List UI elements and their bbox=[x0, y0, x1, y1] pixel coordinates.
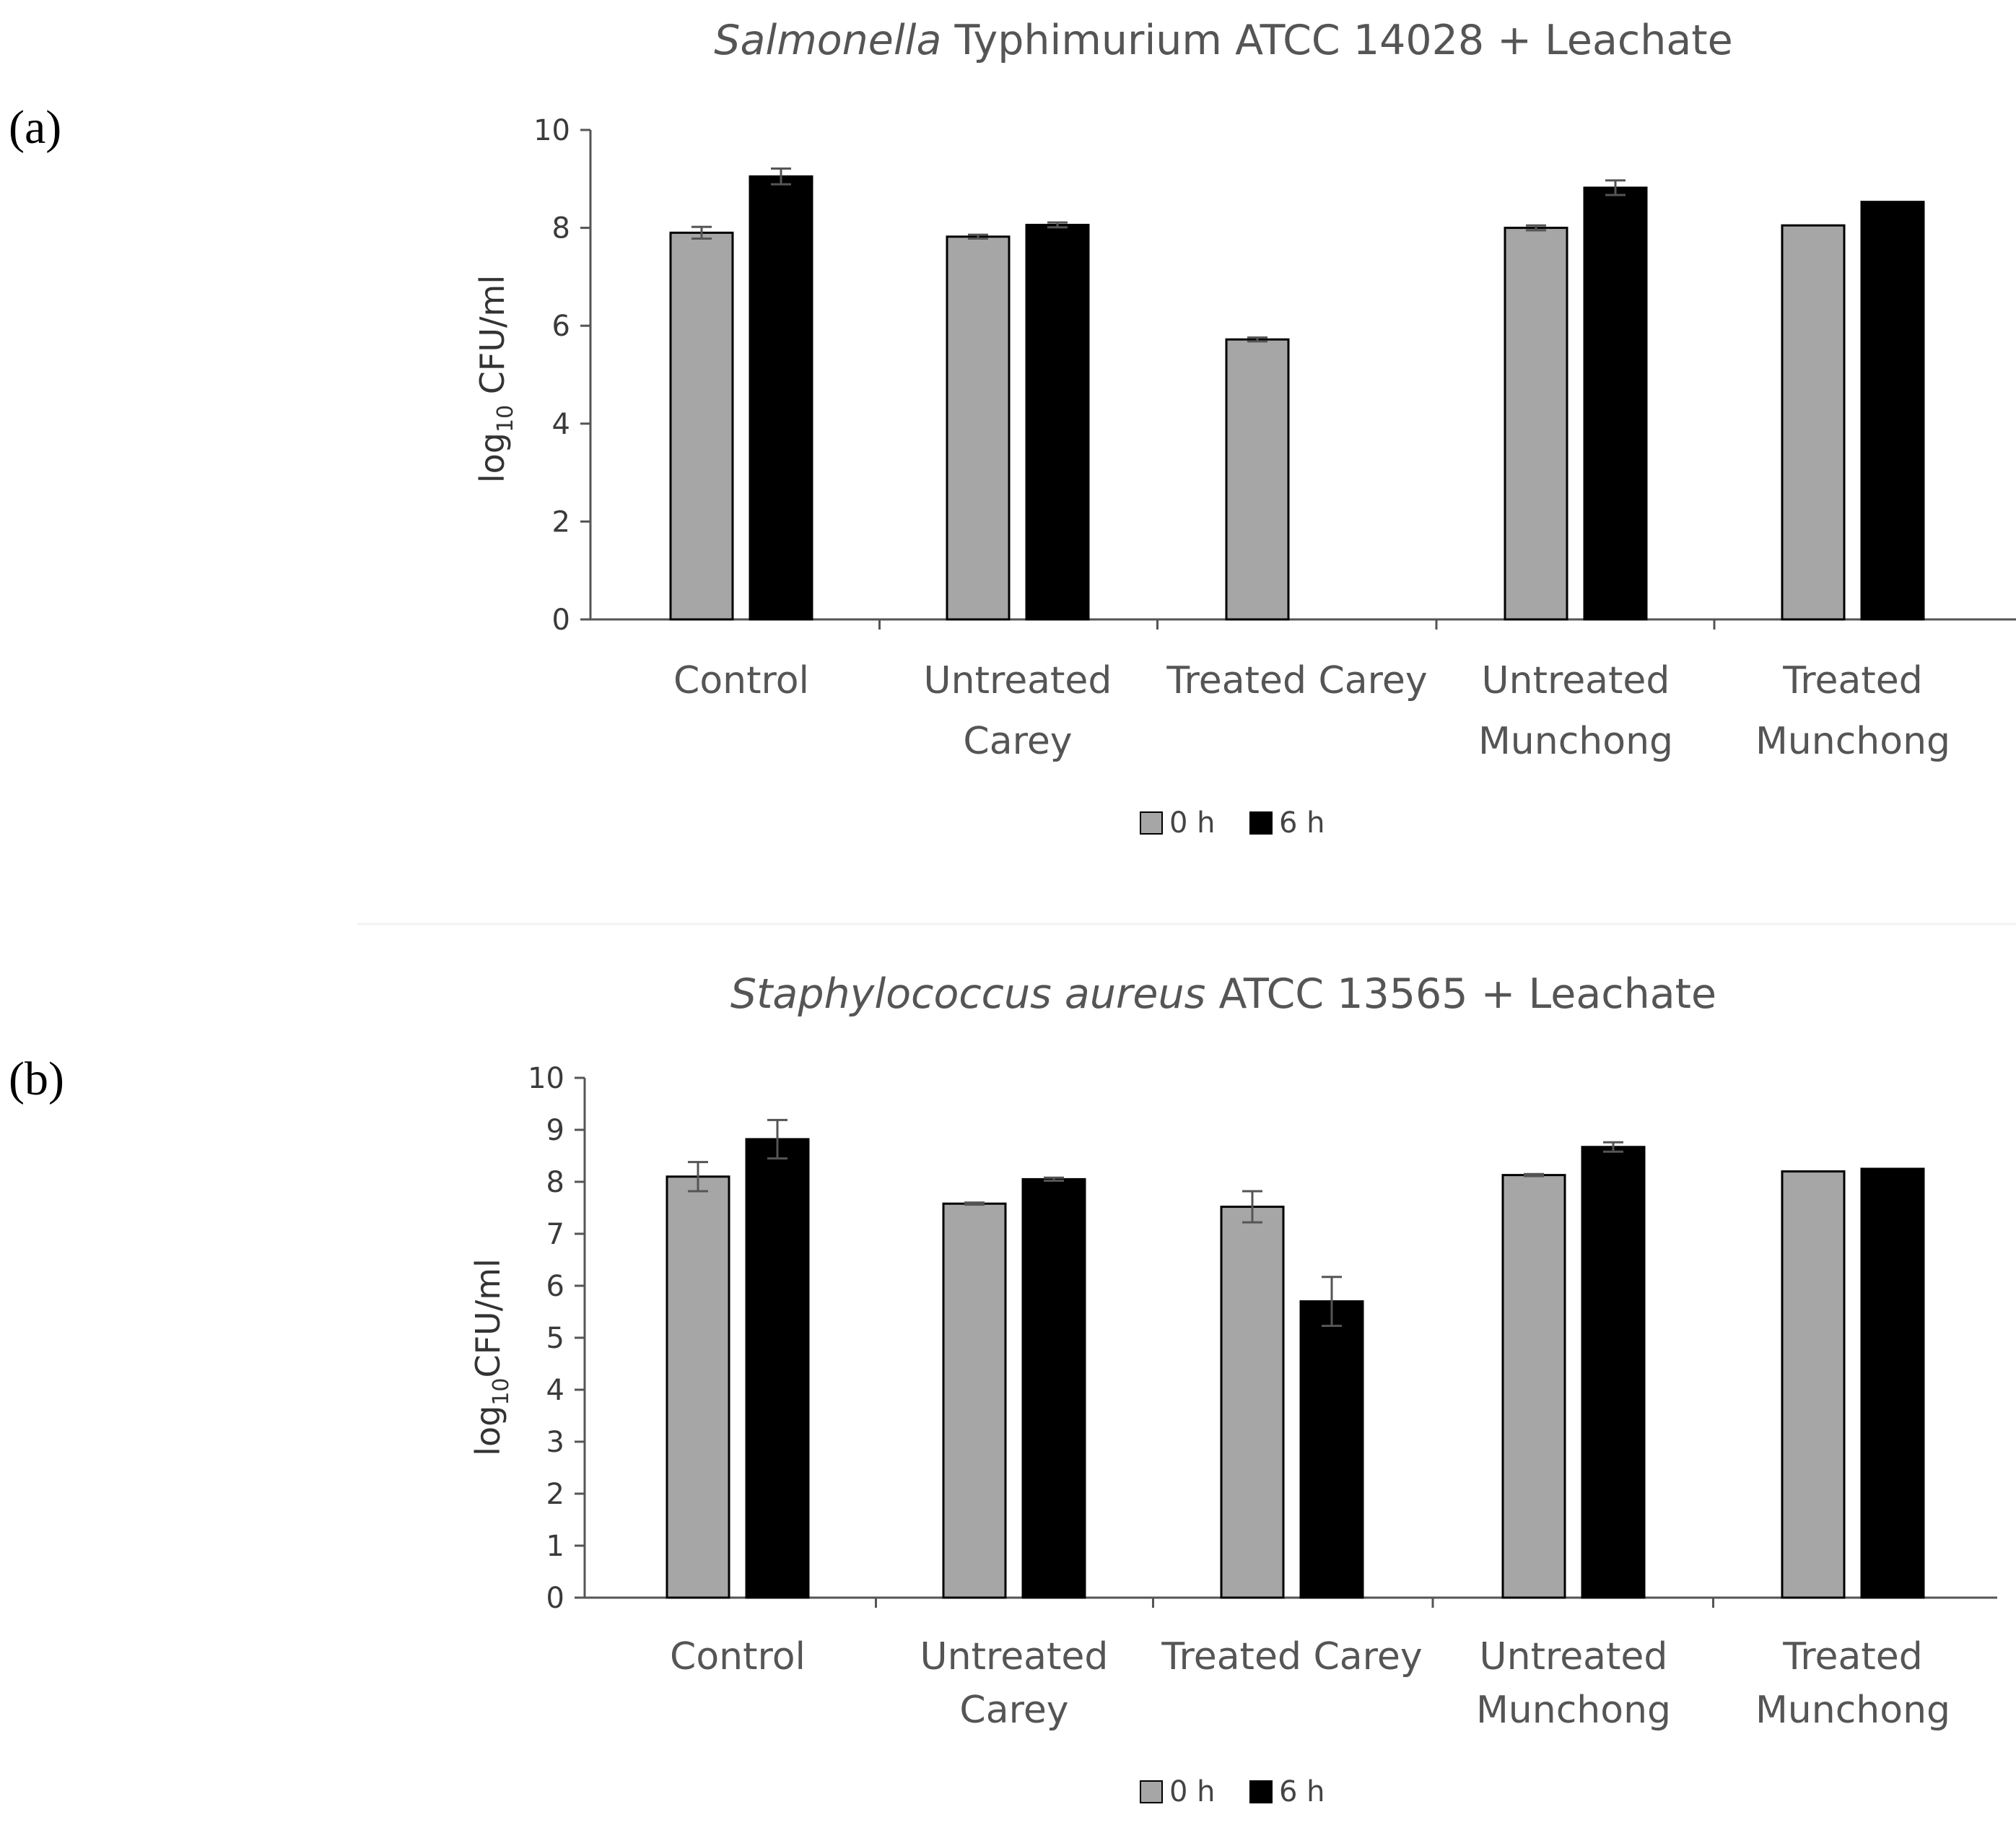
x-category-label: Munchong bbox=[1755, 1689, 1950, 1732]
y-tick-label: 7 bbox=[546, 1218, 564, 1251]
bar-0h bbox=[666, 1175, 730, 1599]
bar-0h bbox=[1501, 1174, 1566, 1599]
y-axis-title-suffix: CFU/ml bbox=[468, 1258, 507, 1377]
y-tick-label: 0 bbox=[552, 604, 570, 637]
bar-6h bbox=[1581, 1146, 1646, 1599]
bar-6h bbox=[1025, 224, 1090, 621]
chart-staphylococcus: Staphylococcus aureus ATCC 13565 + Leach… bbox=[468, 970, 1997, 1808]
y-tick-label: 2 bbox=[552, 505, 570, 539]
chart-title-rest: ATCC 13565 + Leachate bbox=[1205, 970, 1716, 1018]
bar-6h bbox=[745, 1138, 810, 1599]
panel-label-a: (a) bbox=[9, 101, 61, 154]
x-category-label: Munchong bbox=[1476, 1689, 1671, 1732]
bar-6h bbox=[1860, 1167, 1925, 1599]
y-tick-label: 9 bbox=[546, 1114, 564, 1147]
y-tick-label: 6 bbox=[552, 310, 570, 343]
y-axis-title: log10CFU/ml bbox=[468, 1258, 514, 1456]
bar-0h bbox=[1225, 338, 1290, 621]
bar-0h bbox=[1781, 224, 1846, 621]
bar-0h bbox=[946, 235, 1011, 621]
x-category-label: Control bbox=[670, 1635, 806, 1679]
x-category-label: Treated bbox=[1782, 659, 1923, 702]
y-axis-title-prefix: log bbox=[468, 1406, 507, 1456]
chart-title-italic: Staphylococcus aureus bbox=[730, 970, 1205, 1018]
x-category-label: Munchong bbox=[1478, 720, 1673, 763]
bar-0h bbox=[1220, 1206, 1285, 1599]
x-category-label: Treated Carey bbox=[1166, 659, 1427, 702]
legend-label: 6 h bbox=[1279, 1775, 1325, 1808]
y-tick-label: 4 bbox=[546, 1374, 564, 1407]
bar-0h bbox=[669, 231, 734, 621]
y-tick-label: 6 bbox=[546, 1270, 564, 1303]
legend-label: 6 h bbox=[1279, 806, 1325, 840]
bar-0h bbox=[1781, 1170, 1846, 1599]
y-tick-label: 3 bbox=[546, 1426, 564, 1459]
y-tick-label: 1 bbox=[546, 1530, 564, 1563]
y-tick-label: 8 bbox=[546, 1166, 564, 1199]
y-tick-label: 10 bbox=[533, 114, 570, 147]
y-axis-title-suffix: CFU/ml bbox=[473, 275, 512, 405]
legend-swatch bbox=[1249, 811, 1273, 835]
y-tick-label: 2 bbox=[546, 1478, 564, 1511]
legend-swatch bbox=[1140, 1780, 1163, 1803]
panel-label-b: (b) bbox=[9, 1053, 64, 1105]
y-axis-title-subscript: 10 bbox=[489, 1378, 514, 1406]
y-axis-title-subscript: 10 bbox=[493, 405, 518, 432]
x-category-label: Untreated bbox=[924, 659, 1112, 702]
chart-title-rest: Typhimurium ATCC 14028 + Leachate bbox=[941, 17, 1732, 64]
legend-label: 0 h bbox=[1169, 1775, 1216, 1808]
bar-6h bbox=[1583, 186, 1648, 621]
bar-6h bbox=[1021, 1177, 1086, 1599]
x-category-label: Untreated bbox=[1482, 659, 1670, 702]
x-category-label: Untreated bbox=[1480, 1635, 1668, 1679]
bar-6h bbox=[749, 175, 813, 621]
chart-salmonella: Salmonella Typhimurium ATCC 14028 + Leac… bbox=[473, 17, 2016, 840]
legend-swatch bbox=[1249, 1780, 1273, 1803]
bar-6h bbox=[1299, 1300, 1364, 1599]
x-category-label: Carey bbox=[959, 1689, 1068, 1732]
y-tick-label: 5 bbox=[546, 1322, 564, 1355]
x-category-label: Untreated bbox=[920, 1635, 1109, 1679]
bar-0h bbox=[942, 1202, 1007, 1599]
bar-0h bbox=[1504, 227, 1568, 621]
bar-6h bbox=[1860, 201, 1925, 621]
y-tick-label: 8 bbox=[552, 212, 570, 245]
y-tick-label: 0 bbox=[546, 1582, 564, 1615]
y-tick-label: 4 bbox=[552, 408, 570, 441]
x-category-label: Munchong bbox=[1755, 720, 1950, 763]
x-category-label: Treated Carey bbox=[1161, 1635, 1422, 1679]
legend-swatch bbox=[1140, 811, 1163, 835]
y-axis-title: log10 CFU/ml bbox=[473, 275, 518, 483]
x-category-label: Control bbox=[673, 659, 809, 702]
chart-title-italic: Salmonella bbox=[714, 17, 941, 64]
chart-title: Staphylococcus aureus ATCC 13565 + Leach… bbox=[730, 970, 1716, 1018]
chart-title: Salmonella Typhimurium ATCC 14028 + Leac… bbox=[714, 17, 1732, 64]
y-tick-label: 10 bbox=[528, 1062, 564, 1095]
y-axis-title-prefix: log bbox=[473, 432, 512, 483]
legend-label: 0 h bbox=[1169, 806, 1216, 840]
x-category-label: Treated bbox=[1782, 1635, 1923, 1679]
x-category-label: Carey bbox=[963, 720, 1072, 763]
